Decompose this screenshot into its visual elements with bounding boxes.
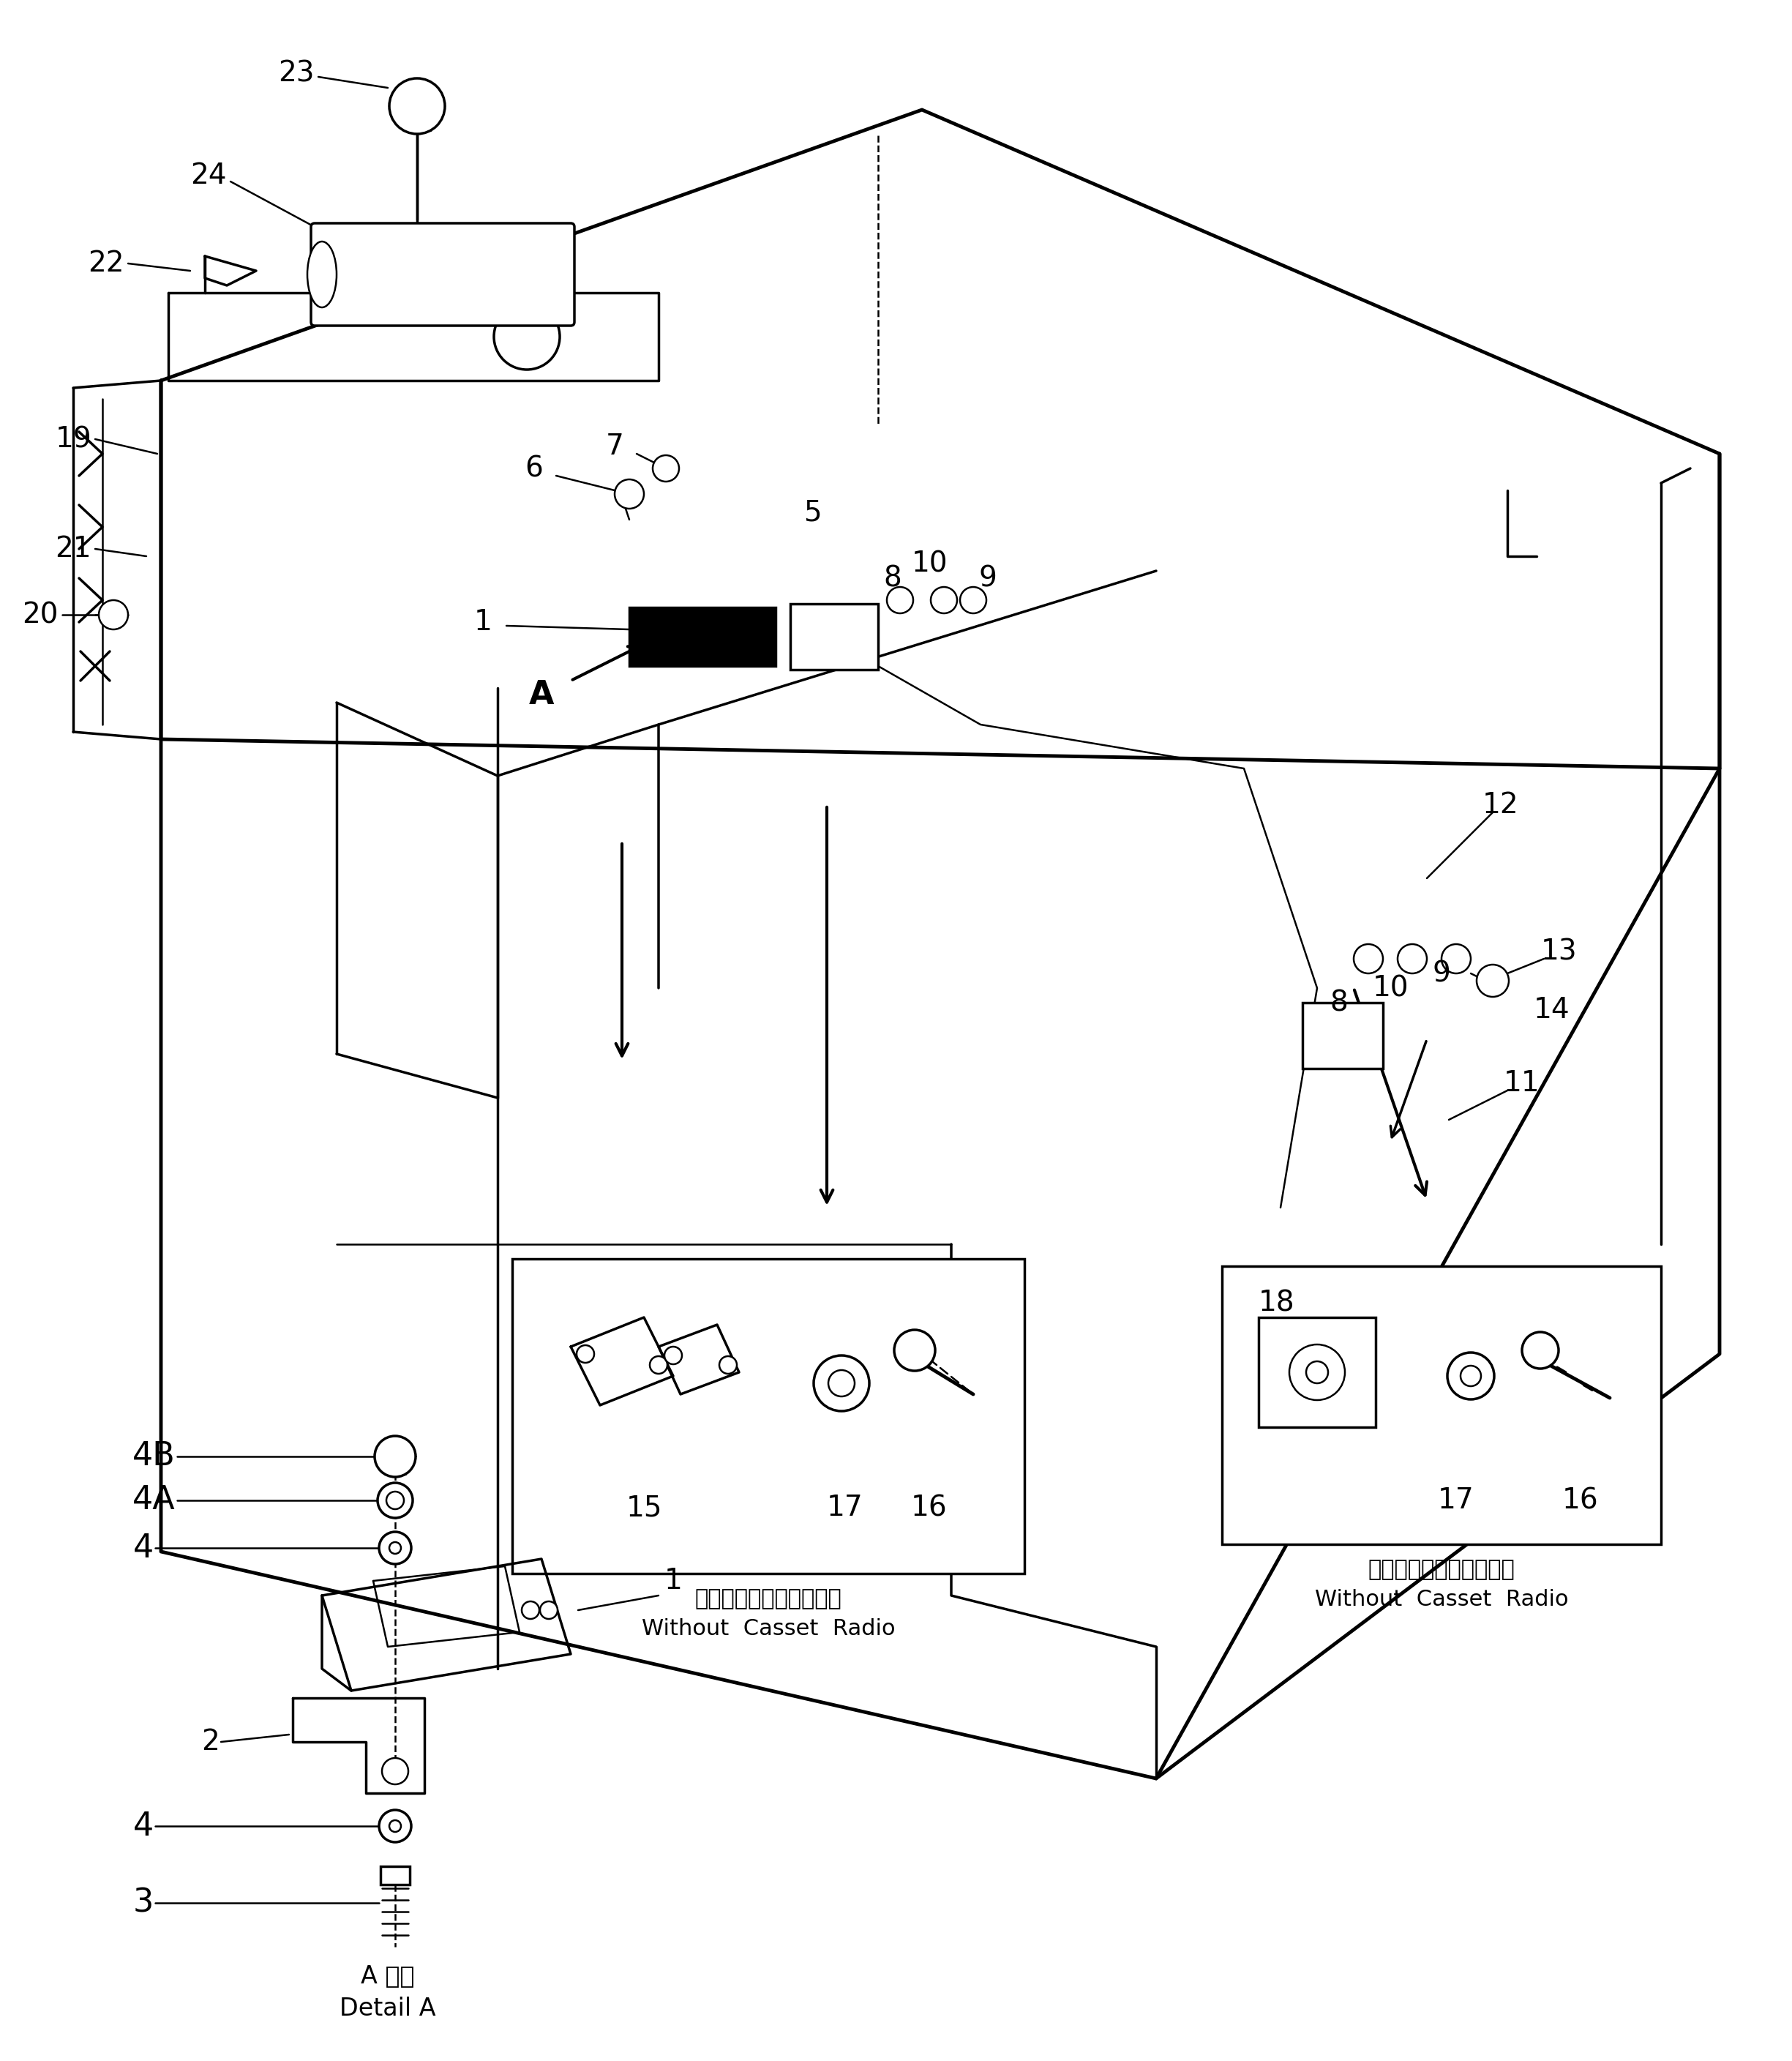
Bar [1303,1004,1383,1068]
Circle shape [521,1601,539,1620]
Text: カセットラジオ未装着時: カセットラジオ未装着時 [695,1589,842,1610]
Text: 7: 7 [606,433,624,460]
Bar [1222,1265,1661,1544]
Text: 3: 3 [133,1888,154,1919]
Text: 21: 21 [56,536,91,563]
Text: 13: 13 [1541,938,1577,965]
Circle shape [615,480,643,509]
Text: 16: 16 [910,1494,948,1521]
Text: 10: 10 [910,550,948,577]
Text: 18: 18 [1258,1288,1296,1317]
Circle shape [665,1346,683,1364]
Circle shape [814,1356,869,1412]
Circle shape [539,1601,557,1620]
Text: 9: 9 [978,565,996,592]
Text: 5: 5 [803,499,821,526]
Circle shape [1448,1352,1495,1399]
Circle shape [887,587,914,614]
Text: 23: 23 [278,60,315,87]
Text: 11: 11 [1503,1070,1539,1096]
Text: 4A: 4A [133,1484,176,1517]
Circle shape [1521,1331,1559,1369]
Bar [380,1867,410,1884]
Circle shape [1441,944,1471,973]
Text: 10: 10 [1373,975,1409,1002]
Circle shape [1306,1362,1328,1383]
Text: A: A [529,680,554,711]
Circle shape [823,618,860,655]
Circle shape [1324,1018,1360,1053]
Circle shape [1288,1344,1346,1399]
Text: 8: 8 [1330,989,1348,1016]
Text: Without  Casset  Radio: Without Casset Radio [642,1618,894,1638]
Text: Detail A: Detail A [340,1997,435,2022]
Circle shape [380,1810,410,1843]
Circle shape [650,1356,667,1375]
Text: 4: 4 [133,1810,154,1843]
Circle shape [1333,1026,1351,1045]
Circle shape [99,600,127,629]
Text: 19: 19 [56,425,91,453]
Text: 1: 1 [473,608,493,637]
Circle shape [495,303,559,369]
Circle shape [389,1820,401,1832]
Text: 8: 8 [883,565,901,592]
Text: 22: 22 [88,249,124,278]
Circle shape [930,587,957,614]
Circle shape [375,1437,416,1478]
Circle shape [961,587,986,614]
Circle shape [828,1371,855,1397]
Circle shape [378,1482,412,1519]
Bar [513,1259,1025,1573]
Circle shape [380,1531,410,1564]
Ellipse shape [306,241,337,307]
Text: 17: 17 [826,1494,864,1521]
Text: 1: 1 [665,1566,683,1595]
Text: Without  Casset  Radio: Without Casset Radio [1315,1589,1568,1610]
Text: カセットラジオ未装着時: カセットラジオ未装着時 [1367,1560,1514,1581]
Text: 15: 15 [625,1494,661,1521]
Circle shape [1460,1366,1480,1387]
Text: 24: 24 [190,161,228,190]
Bar [629,608,776,666]
Text: 20: 20 [22,602,59,629]
Circle shape [1353,944,1383,973]
Circle shape [833,629,849,643]
Text: 16: 16 [1563,1486,1598,1515]
Circle shape [387,1492,403,1509]
Text: 2: 2 [201,1727,219,1756]
Circle shape [389,1542,401,1554]
Circle shape [719,1356,737,1375]
Circle shape [652,455,679,482]
Text: 17: 17 [1437,1486,1475,1515]
Text: 12: 12 [1482,791,1518,818]
Text: 14: 14 [1534,995,1570,1024]
Circle shape [1398,944,1426,973]
Text: 9: 9 [1432,960,1450,987]
Circle shape [577,1346,595,1362]
FancyBboxPatch shape [312,223,575,326]
Text: 4: 4 [133,1531,154,1564]
Circle shape [1477,965,1509,998]
Bar [790,604,878,670]
Text: 6: 6 [525,455,543,482]
Text: 4B: 4B [133,1441,176,1472]
Bar [1258,1317,1376,1426]
Circle shape [389,78,444,134]
Text: A 詳細: A 詳細 [360,1964,414,1989]
Circle shape [894,1329,935,1371]
Circle shape [382,1758,409,1785]
